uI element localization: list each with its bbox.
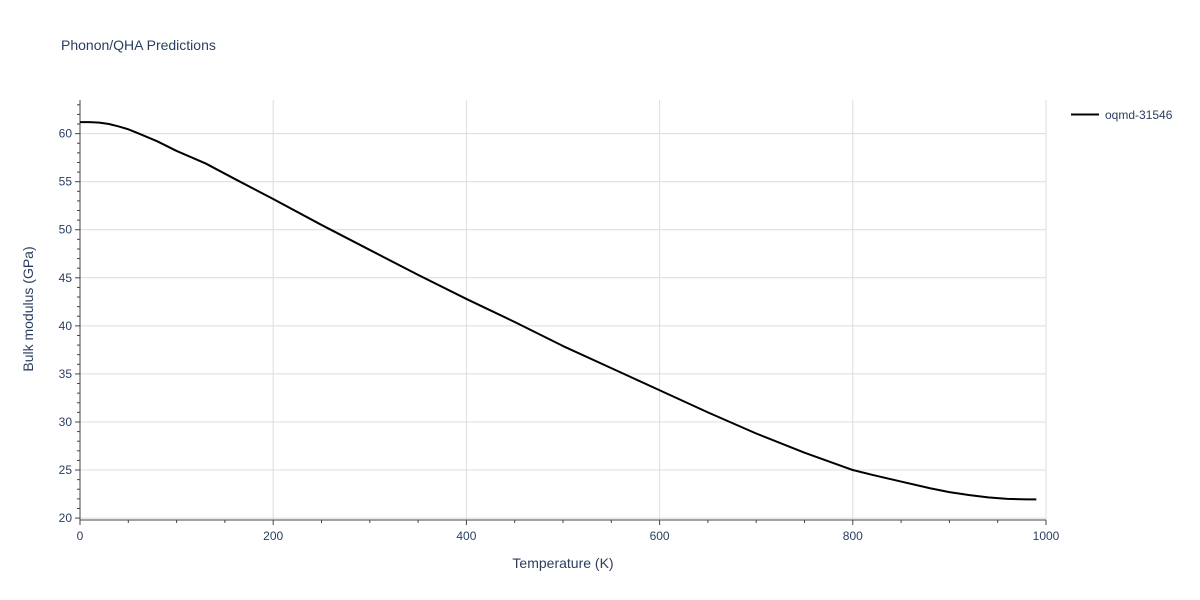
y-tick-label: 20	[59, 511, 73, 525]
y-tick-label: 30	[59, 415, 73, 429]
y-tick-label: 55	[59, 175, 73, 189]
axes	[75, 100, 1047, 525]
legend[interactable]: oqmd-31546	[1071, 108, 1173, 122]
y-axis-title: Bulk modulus (GPa)	[20, 246, 36, 371]
series-lines	[80, 121, 1037, 501]
y-tick-label: 40	[59, 319, 73, 333]
x-tick-label: 600	[650, 529, 670, 543]
y-tick-label: 35	[59, 367, 73, 381]
series-line	[80, 121, 1037, 501]
gridlines	[80, 100, 1047, 520]
legend-item-label[interactable]: oqmd-31546	[1105, 108, 1173, 122]
x-tick-label: 400	[456, 529, 476, 543]
chart-title: Phonon/QHA Predictions	[61, 37, 216, 53]
y-tick-label: 45	[59, 271, 73, 285]
x-tick-label: 0	[77, 529, 84, 543]
x-axis-title: Temperature (K)	[512, 555, 613, 571]
x-tick-label: 200	[263, 529, 283, 543]
x-tick-label: 800	[843, 529, 863, 543]
x-tick-label: 1000	[1033, 529, 1060, 543]
y-tick-label: 25	[59, 463, 73, 477]
tick-labels: 0 200 400 600 800 1000 20 25 30 35 40 45 50 55 60	[59, 127, 1060, 543]
y-tick-label: 60	[59, 127, 73, 141]
y-tick-label: 50	[59, 223, 73, 237]
